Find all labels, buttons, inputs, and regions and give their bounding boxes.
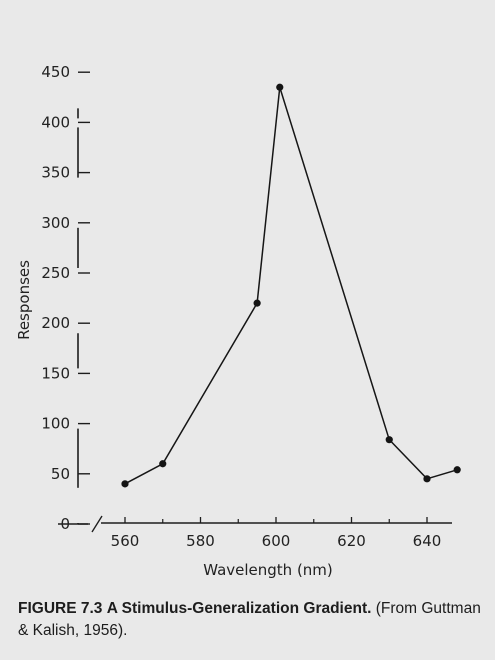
y-tick-label: 50 — [51, 465, 70, 483]
data-point — [121, 480, 129, 488]
caption-source: (From Guttman & Kalish, 1956). — [18, 600, 481, 639]
y-tick-label: 0 — [60, 515, 70, 533]
data-point — [453, 466, 461, 474]
data-point — [385, 436, 393, 444]
y-tick-label: 400 — [41, 113, 70, 131]
y-tick-label: 350 — [41, 164, 70, 182]
chart-axes — [58, 108, 452, 533]
y-tick-label: 450 — [41, 63, 70, 81]
data-point — [159, 460, 167, 468]
x-tick-label: 580 — [186, 532, 215, 550]
y-axis-ticks: 0 50 100 150 200 250 300 350 400 450 — [41, 63, 90, 533]
x-tick-label: 620 — [337, 532, 366, 550]
x-tick-label: 640 — [413, 532, 442, 550]
axis-break-mark — [91, 515, 103, 533]
series-line — [124, 87, 458, 485]
x-axis-ticks: 560 580 600 620 640 — [111, 517, 442, 550]
caption-label: FIGURE 7.3 — [18, 600, 103, 617]
caption-title: A Stimulus-Generalization Gradient. — [106, 600, 372, 617]
line-chart: 0 50 100 150 200 250 300 350 400 450 560 580 600 620… — [15, 63, 461, 579]
x-tick-label: 600 — [262, 532, 291, 550]
data-point — [253, 299, 261, 307]
data-point — [276, 83, 284, 91]
y-axis-title: Responses — [15, 260, 33, 340]
y-tick-label: 100 — [41, 415, 70, 433]
figure-caption: FIGURE 7.3 A Stimulus-Generalization Gra… — [18, 598, 488, 642]
series-layer — [121, 83, 461, 488]
x-axis-title: Wavelength (nm) — [203, 561, 333, 579]
y-tick-label: 300 — [41, 214, 70, 232]
y-tick-label: 200 — [41, 314, 70, 332]
y-tick-label: 250 — [41, 264, 70, 282]
x-tick-label: 560 — [111, 532, 140, 550]
data-point — [423, 475, 431, 483]
y-tick-label: 150 — [41, 364, 70, 382]
